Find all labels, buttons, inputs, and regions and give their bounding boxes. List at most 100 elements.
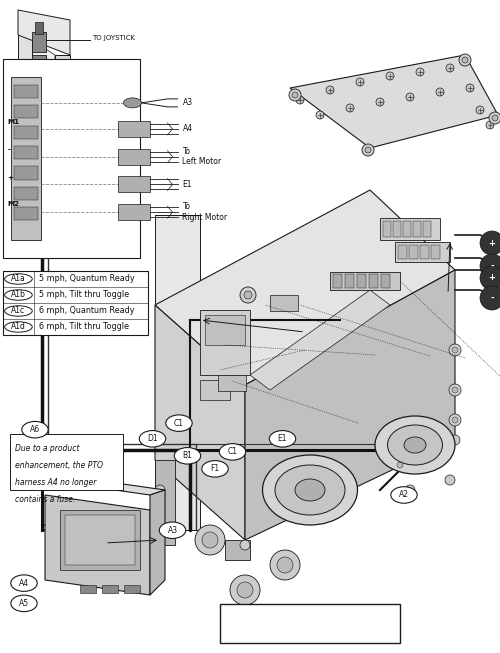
Ellipse shape [4,322,32,332]
Text: enhancement, the PTO: enhancement, the PTO [15,461,103,470]
Ellipse shape [4,290,32,300]
Circle shape [450,435,460,445]
Ellipse shape [124,98,142,108]
Circle shape [326,86,334,94]
Circle shape [452,347,458,353]
Bar [35,72,43,82]
Bar [14,187,38,200]
Bar [420,245,429,259]
Bar [398,245,407,259]
Text: 6 mph, Quantum Ready: 6 mph, Quantum Ready [39,306,134,315]
Text: To
Right Motor: To Right Motor [182,202,228,222]
Circle shape [277,557,293,573]
Text: A4: A4 [182,125,192,133]
Circle shape [480,286,500,310]
Text: +: + [488,274,496,283]
Text: E1: E1 [182,180,192,189]
Circle shape [476,106,484,114]
Circle shape [296,96,304,104]
Circle shape [427,445,433,451]
Text: A1d: A1d [11,323,26,332]
Bar [220,604,400,643]
Polygon shape [155,460,175,545]
Polygon shape [250,290,390,390]
Circle shape [459,54,471,66]
Text: A3: A3 [168,526,177,535]
Text: JB616611306020 and subsequent.: JB616611306020 and subsequent. [220,626,400,635]
Text: A6: A6 [30,425,40,434]
Bar [403,221,411,237]
Bar [218,375,246,391]
Ellipse shape [262,455,358,525]
Text: M1: M1 [8,119,20,125]
Bar [409,245,418,259]
Circle shape [362,144,374,156]
Text: Due to a product: Due to a product [15,444,80,453]
Polygon shape [32,40,55,205]
Text: -: - [490,261,494,270]
Circle shape [445,475,455,485]
Circle shape [452,387,458,393]
Bar [118,149,150,165]
Polygon shape [18,35,32,220]
Bar [14,105,38,118]
Circle shape [406,93,414,101]
Circle shape [195,525,225,555]
Polygon shape [45,475,165,495]
Ellipse shape [4,306,32,316]
Circle shape [452,417,458,423]
Circle shape [240,540,250,550]
Bar [14,125,38,139]
Text: B1: B1 [182,451,192,460]
Circle shape [405,485,415,495]
Circle shape [202,532,218,548]
Text: A3: A3 [182,99,192,107]
Circle shape [244,291,252,299]
Bar [330,272,400,290]
Ellipse shape [11,575,37,592]
Text: contains a fuse.: contains a fuse. [15,495,76,504]
Bar [380,218,440,240]
Text: A2: A2 [399,490,409,500]
Circle shape [486,121,494,129]
Circle shape [462,57,468,63]
Circle shape [386,72,394,80]
Bar [80,585,96,593]
Text: 6 mph, Tilt thru Toggle: 6 mph, Tilt thru Toggle [39,323,129,332]
Circle shape [466,84,474,92]
Circle shape [449,344,461,356]
Text: Applicable to Serial Number: Applicable to Serial Number [237,612,383,622]
Bar [383,221,391,237]
Text: 5 mph, Tilt thru Toggle: 5 mph, Tilt thru Toggle [39,291,129,300]
Bar [14,167,38,180]
Ellipse shape [220,443,246,460]
Text: -: - [8,147,10,153]
Ellipse shape [174,447,201,464]
Polygon shape [45,495,150,595]
Ellipse shape [22,421,48,438]
Ellipse shape [391,486,417,503]
Bar [35,22,43,34]
Text: +: + [488,238,496,247]
Circle shape [240,287,256,303]
Text: -: - [490,293,494,302]
Bar [413,221,421,237]
Circle shape [346,104,354,112]
Text: 5 mph, Quantum Ready: 5 mph, Quantum Ready [39,274,134,283]
Ellipse shape [275,465,345,515]
Bar [395,242,450,262]
Bar [369,274,378,288]
Bar [333,274,342,288]
Text: M2: M2 [8,201,20,207]
Text: E1: E1 [278,434,287,443]
Circle shape [416,68,424,76]
Bar [124,585,140,593]
Circle shape [480,231,500,255]
Ellipse shape [375,416,455,474]
Circle shape [394,459,406,471]
Text: A1b: A1b [11,291,26,300]
Circle shape [237,582,253,598]
Ellipse shape [11,595,37,612]
Bar [32,32,46,52]
Bar [65,515,135,565]
